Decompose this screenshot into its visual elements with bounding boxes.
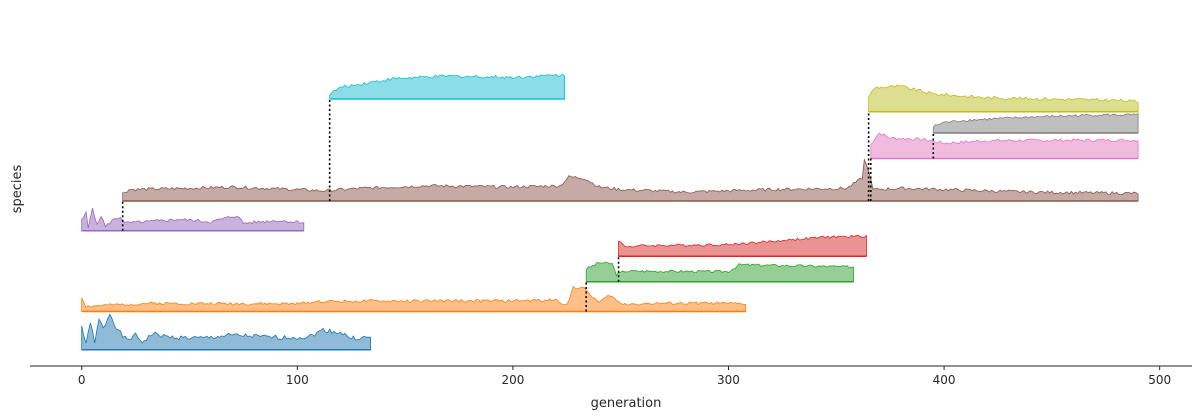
x-tick-label-500: 500 <box>1148 373 1171 387</box>
x-tick-label-200: 200 <box>501 373 524 387</box>
species-area-5 <box>81 207 305 232</box>
species-area-10 <box>329 73 565 100</box>
species-area-1 <box>81 313 371 351</box>
species-area-6 <box>122 158 1139 202</box>
branch-lines <box>121 99 935 312</box>
y-axis-label: species <box>10 165 25 214</box>
species-areas <box>81 73 1139 351</box>
species-area-8 <box>932 113 1139 134</box>
species-area-9 <box>868 84 1139 113</box>
species-area-4 <box>618 234 867 257</box>
x-axis-ticks: 0 100 200 300 400 500 <box>78 366 1171 387</box>
species-area-2 <box>81 285 747 312</box>
species-area-7 <box>870 132 1139 159</box>
x-axis-label: generation <box>591 396 662 411</box>
x-tick-label-300: 300 <box>717 373 740 387</box>
x-tick-label-100: 100 <box>286 373 309 387</box>
x-tick-label-0: 0 <box>78 373 86 387</box>
species-area-3 <box>585 261 854 283</box>
x-tick-label-400: 400 <box>933 373 956 387</box>
